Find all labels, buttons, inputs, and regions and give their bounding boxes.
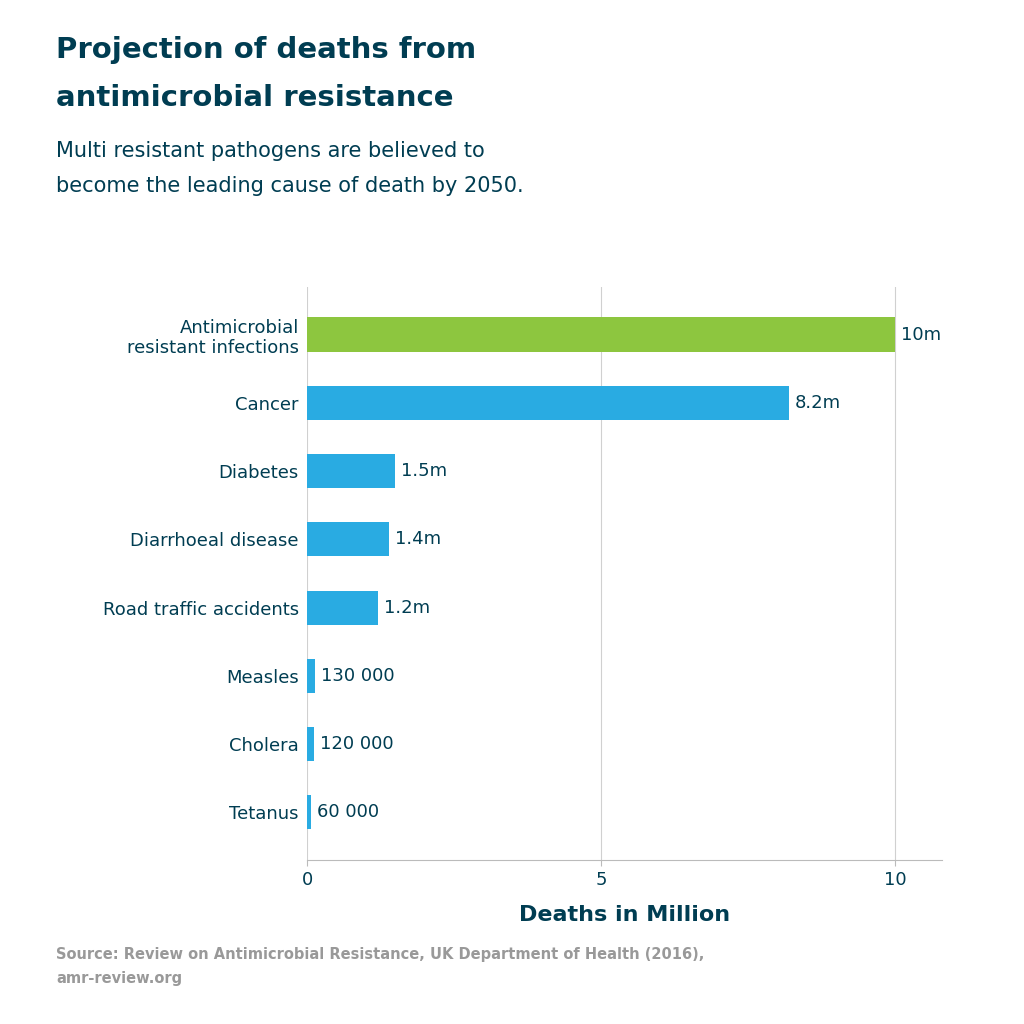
Bar	[307, 591, 378, 625]
Text: 1.2m: 1.2m	[384, 599, 430, 616]
Text: 1.5m: 1.5m	[401, 462, 447, 480]
X-axis label: Deaths in Million: Deaths in Million	[519, 905, 730, 926]
Bar	[307, 386, 790, 420]
Text: antimicrobial resistance: antimicrobial resistance	[56, 84, 454, 112]
Text: 120 000: 120 000	[321, 735, 394, 753]
Bar	[307, 454, 395, 488]
Text: 8.2m: 8.2m	[795, 394, 842, 412]
Bar	[307, 317, 895, 351]
Text: become the leading cause of death by 2050.: become the leading cause of death by 205…	[56, 176, 524, 197]
Bar	[307, 796, 310, 829]
Text: Projection of deaths from: Projection of deaths from	[56, 36, 476, 63]
Text: 10m: 10m	[901, 326, 941, 343]
Text: Multi resistant pathogens are believed to: Multi resistant pathogens are believed t…	[56, 141, 485, 162]
Text: 60 000: 60 000	[316, 804, 379, 821]
Bar	[307, 522, 389, 556]
Text: Source: Review on Antimicrobial Resistance, UK Department of Health (2016),
amr-: Source: Review on Antimicrobial Resistan…	[56, 947, 705, 985]
Bar	[307, 727, 314, 761]
Text: 130 000: 130 000	[321, 667, 394, 685]
Bar	[307, 658, 314, 693]
Text: 1.4m: 1.4m	[395, 530, 441, 548]
